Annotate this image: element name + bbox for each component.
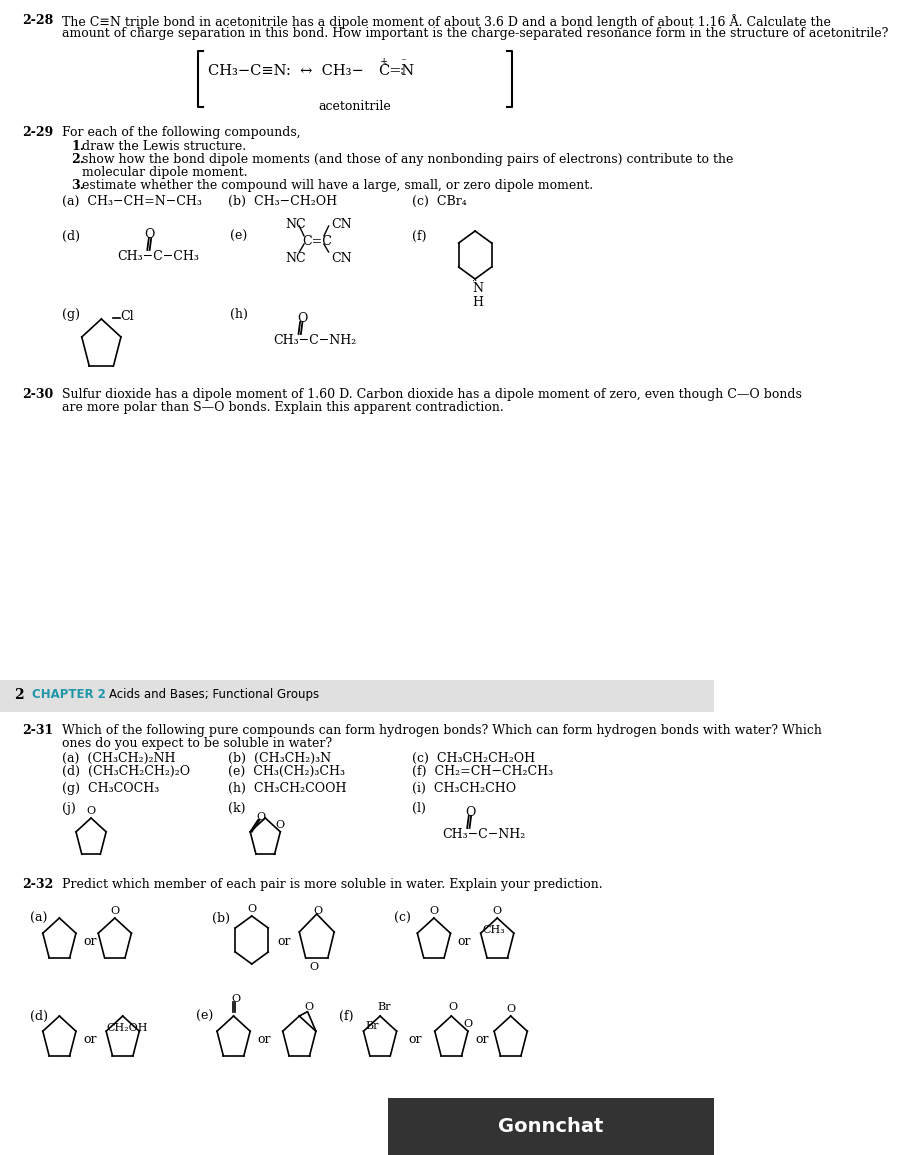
- Text: (l): (l): [411, 802, 426, 815]
- Text: (f)  CH₂=CH−CH₂CH₃: (f) CH₂=CH−CH₂CH₃: [411, 765, 553, 778]
- Text: The C≡N triple bond in acetonitrile has a dipole moment of about 3.6 D and a bon: The C≡N triple bond in acetonitrile has …: [61, 14, 831, 29]
- Text: C=C: C=C: [302, 234, 332, 248]
- Text: (d)  (CH₃CH₂CH₂)₂O: (d) (CH₃CH₂CH₂)₂O: [61, 765, 190, 778]
- Text: (e): (e): [197, 1009, 214, 1023]
- Text: (g)  CH₃COCH₃: (g) CH₃COCH₃: [61, 782, 159, 795]
- Text: O: O: [314, 906, 323, 916]
- Text: (j): (j): [61, 802, 76, 815]
- Text: 2-31: 2-31: [23, 724, 53, 737]
- Text: O: O: [429, 906, 438, 916]
- Text: acetonitrile: acetonitrile: [318, 100, 391, 113]
- Text: (f): (f): [339, 1009, 354, 1023]
- Text: O: O: [464, 1019, 473, 1029]
- Text: H: H: [473, 296, 483, 310]
- Text: or: or: [409, 1033, 422, 1046]
- Text: (e): (e): [230, 230, 247, 243]
- Text: Ċ=N: Ċ=N: [379, 64, 415, 79]
- Text: Br: Br: [377, 1003, 391, 1012]
- Text: O: O: [305, 1001, 314, 1012]
- Text: CN: CN: [331, 252, 352, 264]
- Text: Sulfur dioxide has a dipole moment of 1.60 D. Carbon dioxide has a dipole moment: Sulfur dioxide has a dipole moment of 1.…: [61, 388, 802, 401]
- Text: O: O: [247, 904, 256, 914]
- Text: Cl: Cl: [120, 310, 134, 323]
- Text: (h)  CH₃CH₂COOH: (h) CH₃CH₂COOH: [228, 782, 346, 795]
- Text: O: O: [448, 1003, 457, 1012]
- Text: (k): (k): [228, 802, 245, 815]
- Text: CH₃−C−NH₂: CH₃−C−NH₂: [273, 334, 356, 346]
- Text: 3.: 3.: [71, 179, 84, 192]
- Text: ⁻: ⁻: [400, 57, 407, 67]
- Text: O: O: [276, 820, 285, 829]
- Text: Gonnchat: Gonnchat: [499, 1117, 603, 1135]
- Text: (d): (d): [30, 1009, 48, 1023]
- Text: :: :: [400, 64, 404, 77]
- Text: N: N: [473, 282, 483, 295]
- Text: CH₃−C−NH₂: CH₃−C−NH₂: [442, 828, 525, 841]
- Text: 1.: 1.: [71, 140, 85, 152]
- Text: (d): (d): [61, 230, 79, 243]
- Text: CH₃: CH₃: [483, 925, 505, 936]
- Text: O: O: [144, 228, 154, 241]
- Text: amount of charge separation in this bond. How important is the charge-separated : amount of charge separation in this bond…: [61, 27, 888, 40]
- Text: CH₂OH: CH₂OH: [106, 1023, 148, 1034]
- Text: or: or: [457, 936, 471, 948]
- Text: 2-29: 2-29: [23, 126, 53, 139]
- Text: molecular dipole moment.: molecular dipole moment.: [82, 166, 248, 179]
- Text: O: O: [297, 312, 308, 325]
- Text: Br: Br: [365, 1021, 379, 1031]
- Text: or: or: [277, 936, 290, 948]
- Text: are more polar than S—O bonds. Explain this apparent contradiction.: are more polar than S—O bonds. Explain t…: [61, 401, 503, 413]
- Text: (c)  CH₃CH₂CH₂OH: (c) CH₃CH₂CH₂OH: [411, 752, 535, 765]
- Bar: [0, 680, 714, 711]
- Text: or: or: [257, 1033, 271, 1046]
- Text: (b)  CH₃−CH₂OH: (b) CH₃−CH₂OH: [228, 195, 337, 208]
- Text: O: O: [256, 812, 266, 822]
- Text: or: or: [83, 936, 97, 948]
- Text: (a)  (CH₃CH₂)₂NH: (a) (CH₃CH₂)₂NH: [61, 752, 175, 765]
- Text: 2-32: 2-32: [23, 878, 53, 891]
- Text: CN: CN: [331, 218, 352, 231]
- Text: (c)  CBr₄: (c) CBr₄: [411, 195, 466, 208]
- Text: 2: 2: [14, 688, 23, 702]
- Text: +: +: [380, 57, 389, 66]
- Text: O: O: [309, 962, 318, 973]
- Text: CH₃−C≡N:  ↔  CH₃−: CH₃−C≡N: ↔ CH₃−: [208, 64, 364, 79]
- Bar: [388, 1098, 714, 1155]
- Text: O: O: [506, 1004, 515, 1014]
- Text: or: or: [475, 1033, 489, 1046]
- Text: For each of the following compounds,: For each of the following compounds,: [61, 126, 300, 139]
- Text: (a): (a): [30, 912, 48, 925]
- Text: CHAPTER 2: CHAPTER 2: [32, 688, 106, 701]
- Text: (f): (f): [411, 230, 427, 243]
- Text: NC: NC: [285, 218, 306, 231]
- Text: (b)  (CH₃CH₂)₃N: (b) (CH₃CH₂)₃N: [228, 752, 331, 765]
- Text: (a)  CH₃−CH=N−CH₃: (a) CH₃−CH=N−CH₃: [61, 195, 202, 208]
- Text: (c): (c): [394, 912, 411, 925]
- Text: ones do you expect to be soluble in water?: ones do you expect to be soluble in wate…: [61, 737, 332, 750]
- Text: O: O: [492, 906, 502, 916]
- Text: 2-30: 2-30: [23, 388, 53, 401]
- Text: or: or: [83, 1033, 97, 1046]
- Text: Acids and Bases; Functional Groups: Acids and Bases; Functional Groups: [109, 688, 319, 701]
- Text: (h): (h): [230, 308, 247, 321]
- Text: (g): (g): [61, 308, 79, 321]
- Text: 2-28: 2-28: [23, 14, 53, 27]
- Text: O: O: [231, 994, 240, 1004]
- Text: ··: ··: [471, 277, 477, 286]
- Text: (i)  CH₃CH₂CHO: (i) CH₃CH₂CHO: [411, 782, 516, 795]
- Text: O: O: [465, 806, 476, 819]
- Text: CH₃−C−CH₃: CH₃−C−CH₃: [117, 249, 199, 263]
- Text: O: O: [110, 906, 119, 916]
- Text: estimate whether the compound will have a large, small, or zero dipole moment.: estimate whether the compound will have …: [82, 179, 594, 192]
- Text: Predict which member of each pair is more soluble in water. Explain your predict: Predict which member of each pair is mor…: [61, 878, 603, 891]
- Text: show how the bond dipole moments (and those of any nonbonding pairs of electrons: show how the bond dipole moments (and th…: [82, 152, 733, 166]
- Text: NC: NC: [285, 252, 306, 264]
- Text: draw the Lewis structure.: draw the Lewis structure.: [82, 140, 246, 152]
- Text: O: O: [87, 806, 96, 815]
- Text: 2.: 2.: [71, 152, 85, 166]
- Text: (e)  CH₃(CH₂)₃CH₃: (e) CH₃(CH₂)₃CH₃: [228, 765, 345, 778]
- Text: (b): (b): [212, 912, 230, 925]
- Text: Which of the following pure compounds can form hydrogen bonds? Which can form hy: Which of the following pure compounds ca…: [61, 724, 822, 737]
